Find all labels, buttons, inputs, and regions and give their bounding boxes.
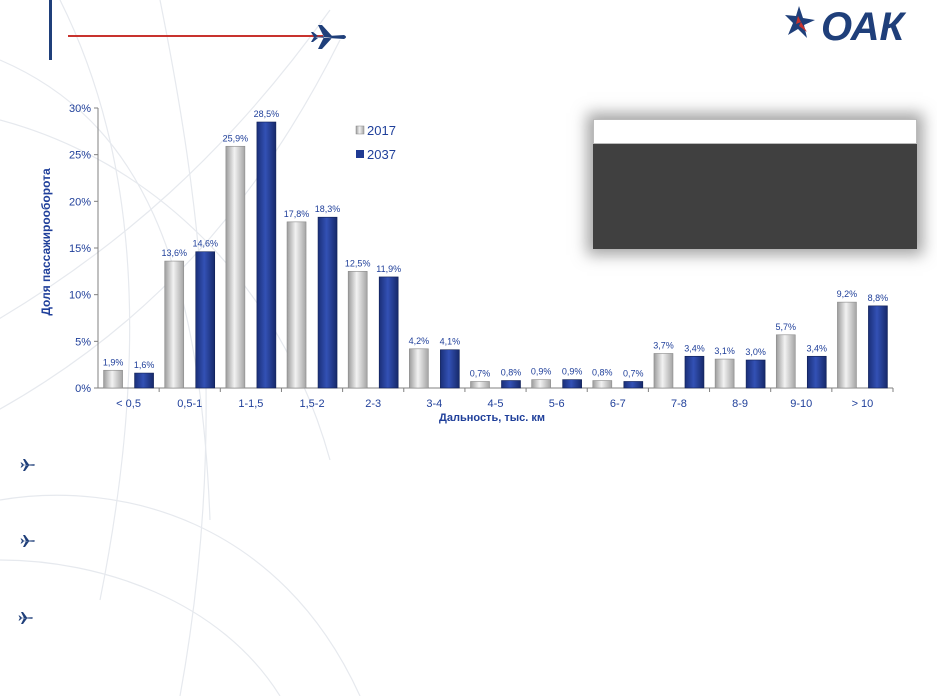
x-tick-label: > 10 — [852, 398, 874, 410]
bar-2017-7 — [531, 379, 551, 389]
airplane-bullet-icon — [18, 612, 33, 624]
data-label-2037-1: 14,6% — [192, 239, 218, 249]
x-axis-label: Дальность, тыс. км — [439, 412, 545, 424]
data-label-2037-2: 28,5% — [254, 109, 280, 119]
bar-2017-2 — [225, 145, 246, 389]
data-label-2037-7: 0,9% — [562, 367, 583, 377]
bar-2037-4 — [378, 276, 399, 389]
data-label-2037-3: 18,3% — [315, 204, 341, 214]
bar-2037-12 — [868, 305, 888, 389]
data-label-2037-11: 3,4% — [807, 343, 828, 353]
bar-2017-1 — [164, 260, 185, 389]
bar-2017-8 — [592, 380, 613, 389]
bar-2037-5 — [440, 349, 460, 389]
legend: 2017 2037 — [355, 123, 396, 162]
aircraft-star-logo-icon: ОАК — [785, 5, 906, 46]
bar-2037-11 — [806, 355, 827, 389]
x-tick-label: 7-8 — [671, 398, 687, 410]
y-tick-label: 30% — [69, 103, 91, 115]
data-label-2037-8: 0,7% — [623, 368, 644, 378]
data-label-2037-10: 3,0% — [745, 347, 766, 357]
legend-label-2037: 2037 — [367, 147, 396, 162]
bar-2037-6 — [501, 380, 521, 389]
info-panel-header — [593, 119, 917, 144]
x-tick-label: 8-9 — [732, 398, 748, 410]
x-tick-label: 0,5-1 — [177, 398, 202, 410]
airplane-icon — [311, 25, 346, 49]
bar-2037-0 — [134, 372, 154, 389]
x-tick-label: 1-1,5 — [238, 398, 263, 410]
data-label-2017-10: 3,1% — [714, 346, 735, 356]
info-panel — [593, 119, 917, 249]
y-tick-label: 25% — [69, 150, 91, 162]
bar-2037-8 — [623, 381, 644, 389]
bars: 1,9% 1,6% 13,6% 14,6% 25,9% 28,5% 17,8% 18,3% 12… — [103, 109, 889, 389]
bar-2017-9 — [653, 353, 674, 389]
bar-2017-3 — [286, 221, 307, 389]
data-label-2017-12: 9,2% — [837, 289, 858, 299]
legend-swatch-2037 — [356, 150, 364, 158]
data-label-2037-4: 11,9% — [376, 264, 401, 274]
data-label-2037-0: 1,6% — [134, 360, 155, 370]
data-label-2017-11: 5,7% — [776, 322, 797, 332]
legend-swatch-2017 — [355, 125, 365, 135]
data-label-2017-5: 4,2% — [409, 336, 430, 346]
bar-2017-0 — [103, 369, 123, 389]
data-label-2037-9: 3,4% — [684, 343, 705, 353]
x-tick-label: 6-7 — [610, 398, 626, 410]
data-label-2017-0: 1,9% — [103, 357, 124, 367]
bar-2037-7 — [562, 379, 582, 389]
data-label-2017-8: 0,8% — [592, 368, 613, 378]
y-tick-label: 5% — [75, 336, 91, 348]
x-tick-label: 1,5-2 — [299, 398, 324, 410]
y-tick-label: 20% — [69, 196, 91, 208]
bar-2037-9 — [684, 355, 705, 389]
data-label-2017-4: 12,5% — [345, 258, 371, 268]
bar-2017-10 — [714, 358, 735, 389]
y-ticks: 0% 5% 10% 15% 20% 25% 30% — [69, 103, 98, 395]
airplane-bullet-icon — [20, 459, 35, 471]
data-label-2037-12: 8,8% — [868, 293, 889, 303]
bar-2017-5 — [409, 348, 429, 389]
y-tick-label: 10% — [69, 290, 91, 302]
x-tick-label: 9-10 — [790, 398, 812, 410]
data-label-2037-6: 0,8% — [501, 368, 522, 378]
bar-2017-4 — [347, 271, 368, 389]
y-axis-label: Доля пассажирооборота — [39, 168, 53, 316]
bar-2037-10 — [745, 359, 766, 389]
x-tick-label: 2-3 — [365, 398, 381, 410]
data-label-2017-2: 25,9% — [223, 133, 249, 143]
data-label-2017-7: 0,9% — [531, 367, 552, 377]
bar-2017-11 — [775, 334, 796, 389]
header-red-line — [68, 35, 323, 37]
y-tick-label: 0% — [75, 383, 91, 395]
x-tick-label: 5-6 — [549, 398, 565, 410]
data-label-2017-1: 13,6% — [161, 248, 187, 258]
bar-2037-1 — [195, 251, 216, 389]
bar-2017-6 — [470, 381, 490, 389]
x-tick-label: 4-5 — [488, 398, 504, 410]
x-ticks: < 0,5 0,5-1 1-1,5 1,5-2 2-3 3-4 4-5 5-6 6-7 7-8 8-… — [116, 388, 894, 410]
data-label-2017-3: 17,8% — [284, 209, 310, 219]
x-tick-label: 3-4 — [426, 398, 442, 410]
bar-2037-2 — [256, 121, 277, 389]
legend-label-2017: 2017 — [367, 123, 396, 138]
y-tick-label: 15% — [69, 243, 91, 255]
data-label-2017-9: 3,7% — [653, 340, 674, 350]
data-label-2037-5: 4,1% — [440, 337, 461, 347]
x-tick-label: < 0,5 — [116, 398, 141, 410]
logo-text: ОАК — [821, 5, 906, 46]
header-divider — [49, 0, 52, 60]
airplane-bullet-icon — [20, 535, 35, 547]
bar-2037-3 — [317, 216, 338, 389]
bar-2017-12 — [837, 301, 857, 389]
data-label-2017-6: 0,7% — [470, 368, 491, 378]
